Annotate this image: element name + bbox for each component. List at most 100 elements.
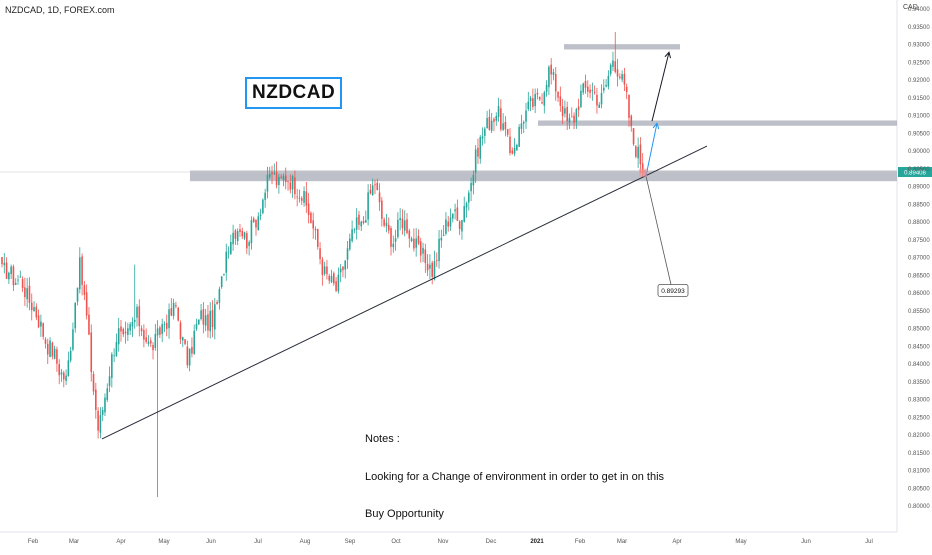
candle-down[interactable] <box>5 257 8 279</box>
candle-up[interactable] <box>355 208 358 240</box>
candle-up[interactable] <box>582 82 585 95</box>
candle-down[interactable] <box>152 342 154 360</box>
candle-up[interactable] <box>168 303 170 339</box>
candle-down[interactable] <box>140 325 143 336</box>
candle-up[interactable] <box>278 173 280 194</box>
candle-down[interactable] <box>21 276 24 293</box>
candle-up[interactable] <box>195 318 198 332</box>
candle-down[interactable] <box>390 225 392 256</box>
candle-up[interactable] <box>26 278 28 308</box>
candle-up[interactable] <box>33 301 35 312</box>
candle-up[interactable] <box>397 212 399 239</box>
candle-down[interactable] <box>44 337 47 349</box>
candle-up[interactable] <box>10 264 12 280</box>
candle-down[interactable] <box>413 228 415 252</box>
candle-up[interactable] <box>621 70 623 83</box>
candle-down[interactable] <box>635 144 637 159</box>
candle-down[interactable] <box>207 305 209 338</box>
candle-down[interactable] <box>90 324 93 382</box>
candle-up[interactable] <box>79 247 81 294</box>
candle-up[interactable] <box>385 213 388 233</box>
candle-down[interactable] <box>81 253 83 296</box>
candle-up[interactable] <box>220 275 223 289</box>
candle-up[interactable] <box>172 298 175 320</box>
candle-up[interactable] <box>111 352 113 388</box>
candle-down[interactable] <box>159 325 161 338</box>
candle-down[interactable] <box>122 327 125 337</box>
candle-down[interactable] <box>593 85 596 95</box>
candle-up[interactable] <box>53 345 56 360</box>
candle-down[interactable] <box>294 170 296 200</box>
candle-down[interactable] <box>234 228 237 245</box>
candle-down[interactable] <box>314 226 317 240</box>
candle-down[interactable] <box>284 167 287 190</box>
candle-up[interactable] <box>552 68 555 81</box>
candle-up[interactable] <box>161 318 163 343</box>
candle-up[interactable] <box>591 82 594 101</box>
candle-up[interactable] <box>603 79 605 94</box>
candle-down[interactable] <box>639 137 642 174</box>
candle-down[interactable] <box>500 99 502 132</box>
candle-up[interactable] <box>529 95 532 112</box>
candle-down[interactable] <box>37 309 40 329</box>
candle-up[interactable] <box>268 166 271 180</box>
candle-up[interactable] <box>197 319 200 326</box>
candle-up[interactable] <box>598 102 601 109</box>
candle-down[interactable] <box>28 277 31 311</box>
candle-up[interactable] <box>129 321 131 336</box>
candle-down[interactable] <box>381 197 383 227</box>
candle-down[interactable] <box>191 337 193 358</box>
candle-up[interactable] <box>502 113 504 132</box>
candle-down[interactable] <box>287 180 289 191</box>
candle-down[interactable] <box>623 67 626 91</box>
candle-up[interactable] <box>250 216 253 250</box>
candle-up[interactable] <box>580 84 582 108</box>
blue-arrow[interactable] <box>645 122 660 176</box>
candle-down[interactable] <box>406 213 408 235</box>
candle-down[interactable] <box>170 298 173 317</box>
candle-up[interactable] <box>367 184 369 226</box>
candle-up[interactable] <box>127 322 129 341</box>
candle-down[interactable] <box>289 174 292 194</box>
candle-down[interactable] <box>12 264 15 291</box>
candle-up[interactable] <box>438 230 440 269</box>
candle-down[interactable] <box>280 174 282 179</box>
candle-down[interactable] <box>541 93 543 105</box>
candle-up[interactable] <box>117 317 120 352</box>
candle-down[interactable] <box>143 324 145 348</box>
candle-up[interactable] <box>495 112 498 126</box>
candle-down[interactable] <box>246 230 248 255</box>
candle-up[interactable] <box>513 138 516 157</box>
candle-down[interactable] <box>46 338 49 365</box>
candle-down[interactable] <box>625 83 628 100</box>
candle-up[interactable] <box>543 90 546 114</box>
candle-down[interactable] <box>417 229 420 246</box>
candle-down[interactable] <box>435 252 438 267</box>
candle-up[interactable] <box>330 269 333 284</box>
candle-down[interactable] <box>426 254 429 276</box>
candle-down[interactable] <box>570 107 573 118</box>
candle-down[interactable] <box>559 86 562 112</box>
candle-up[interactable] <box>360 220 363 231</box>
candle-down[interactable] <box>296 188 298 207</box>
candle-up[interactable] <box>266 166 269 199</box>
candle-up[interactable] <box>227 246 230 259</box>
candle-up[interactable] <box>486 110 488 129</box>
candle-up[interactable] <box>282 173 285 187</box>
candle-up[interactable] <box>115 333 118 357</box>
candle-up[interactable] <box>67 351 70 377</box>
candle-down[interactable] <box>506 128 509 138</box>
candle-down[interactable] <box>566 101 568 130</box>
candle-up[interactable] <box>468 190 470 211</box>
candle-down[interactable] <box>488 109 491 131</box>
candle-up[interactable] <box>548 65 550 96</box>
candle-down[interactable] <box>149 337 152 348</box>
resistance-zone-2[interactable] <box>564 44 680 50</box>
candle-up[interactable] <box>291 174 294 198</box>
candle-down[interactable] <box>30 293 33 321</box>
candle-up[interactable] <box>612 51 614 71</box>
candle-down[interactable] <box>589 84 591 99</box>
candle-down[interactable] <box>1 256 3 268</box>
candle-up[interactable] <box>76 287 79 306</box>
